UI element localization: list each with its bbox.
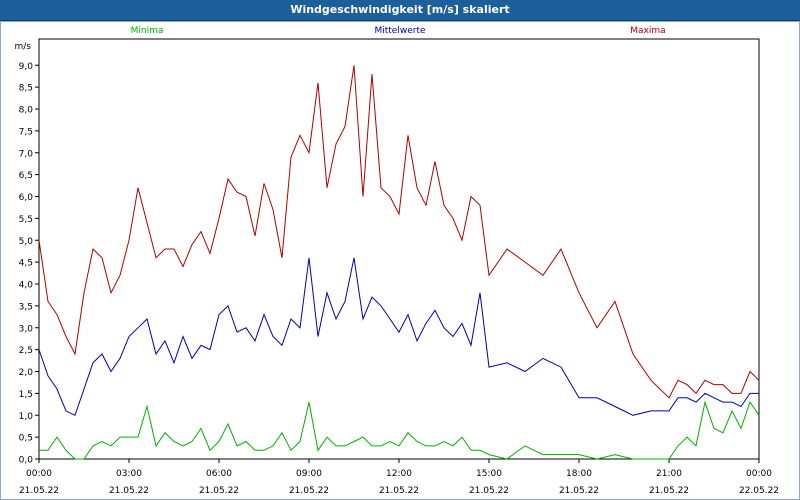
y-tick-label: 7,0 bbox=[19, 149, 34, 159]
x-tick-date: 21.05.22 bbox=[559, 486, 599, 496]
x-tick-time: 06:00 bbox=[206, 469, 232, 479]
legend: Minima Mittelwerte Maxima bbox=[131, 26, 666, 36]
y-tick-label: 8,0 bbox=[19, 106, 34, 116]
series-line-mittelwerte bbox=[38, 257, 759, 416]
series-line-minima bbox=[39, 400, 760, 460]
legend-item-maxima: Maxima bbox=[630, 26, 665, 36]
x-tick-time: 00:00 bbox=[746, 469, 772, 479]
window-title: Windgeschwindigkeit [m/s] skaliert bbox=[0, 0, 800, 21]
x-tick-date: 22.05.22 bbox=[739, 486, 779, 496]
x-tick-date: 21.05.22 bbox=[289, 486, 329, 496]
y-tick-label: 0,5 bbox=[19, 434, 33, 444]
x-tick-date: 21.05.22 bbox=[199, 486, 239, 496]
x-tick-time: 00:00 bbox=[26, 469, 52, 479]
y-tick-label: 3,0 bbox=[19, 324, 34, 334]
y-tick-label: 1,5 bbox=[19, 390, 33, 400]
y-tick-label: 3,5 bbox=[19, 302, 33, 312]
plot-frame bbox=[38, 38, 760, 460]
y-tick-label: 0,0 bbox=[19, 456, 34, 466]
x-tick-date: 21.05.22 bbox=[379, 486, 419, 496]
y-tick-label: 2,5 bbox=[19, 346, 33, 356]
x-tick-date: 21.05.22 bbox=[649, 486, 689, 496]
y-tick-label: 1,0 bbox=[19, 412, 34, 422]
y-axis-unit: m/s bbox=[15, 42, 32, 52]
x-tick-time: 12:00 bbox=[386, 469, 412, 479]
y-tick-label: 5,0 bbox=[19, 237, 34, 247]
y-tick-label: 9,0 bbox=[19, 62, 34, 72]
y-tick-label: 2,0 bbox=[19, 368, 34, 378]
series-lines bbox=[38, 65, 760, 460]
series-line-maxima bbox=[38, 65, 760, 399]
x-tick-time: 03:00 bbox=[116, 469, 142, 479]
legend-item-minima: Minima bbox=[131, 26, 164, 36]
y-tick-label: 8,5 bbox=[19, 84, 33, 94]
y-tick-label: 6,5 bbox=[19, 171, 33, 181]
x-tick-date: 21.05.22 bbox=[19, 486, 59, 496]
x-tick-date: 21.05.22 bbox=[109, 486, 149, 496]
x-tick-time: 18:00 bbox=[566, 469, 592, 479]
y-tick-label: 6,0 bbox=[19, 193, 34, 203]
x-tick-time: 15:00 bbox=[476, 469, 502, 479]
y-tick-label: 4,0 bbox=[19, 281, 34, 291]
y-tick-label: 7,5 bbox=[19, 127, 33, 137]
y-tick-label: 4,5 bbox=[19, 259, 33, 269]
x-tick-time: 21:00 bbox=[656, 469, 682, 479]
legend-item-mittelwerte: Mittelwerte bbox=[374, 26, 425, 36]
x-tick-time: 09:00 bbox=[296, 469, 322, 479]
y-tick-label: 5,5 bbox=[19, 215, 33, 225]
axes: 0,0 0,5 1,0 1,5 2,0 2,5 3,0 3,5 4,0 4,5 5,0 5,5 6,0 6… bbox=[15, 38, 779, 496]
x-tick-date: 21.05.22 bbox=[469, 486, 509, 496]
